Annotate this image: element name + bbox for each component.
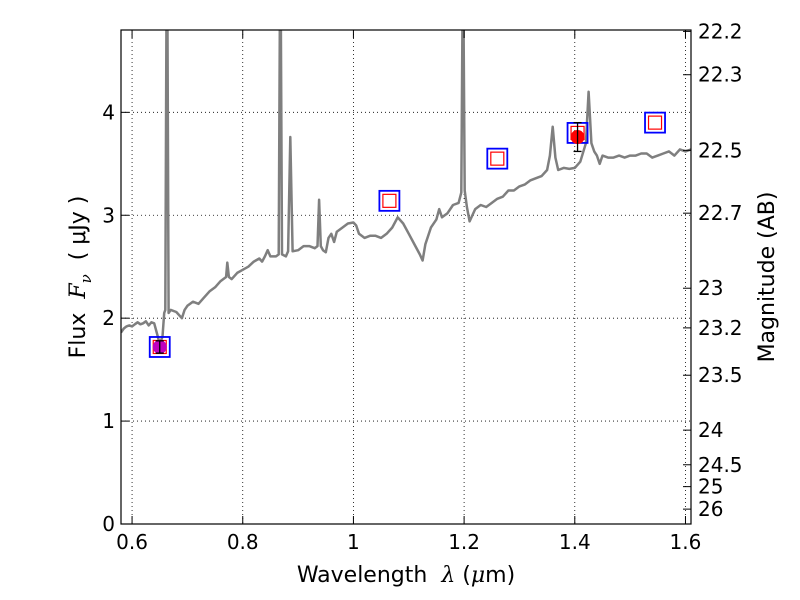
y-tick-label: 2 bbox=[102, 306, 115, 330]
y-tick-label: 4 bbox=[102, 100, 115, 124]
y2-tick-label: 22.7 bbox=[698, 201, 743, 225]
x-tick-label: 1.6 bbox=[670, 530, 702, 554]
tick-labels: 0.6 0.8 1 1.2 1.4 1.60123422.222.322.522.7232… bbox=[102, 19, 742, 554]
x-tick-label: 1.4 bbox=[559, 530, 591, 554]
model-photometry-inner-marker bbox=[647, 115, 663, 130]
y-tick-label: 0 bbox=[102, 512, 115, 536]
x-tick-label: 0.8 bbox=[227, 530, 259, 554]
axes bbox=[120, 29, 692, 525]
x-axis-title: Wavelength λ (μm) bbox=[297, 563, 515, 588]
spectrum-line bbox=[121, 30, 691, 346]
y2-tick-label: 22.3 bbox=[698, 63, 743, 87]
grid bbox=[121, 30, 691, 525]
y2-tick-label: 23.5 bbox=[698, 363, 743, 387]
x-tick-label: 1 bbox=[347, 530, 360, 554]
y2-tick-label: 24 bbox=[698, 418, 723, 442]
y2-tick-label: 26 bbox=[698, 497, 723, 521]
y2-tick-label: 22.5 bbox=[698, 138, 743, 162]
x-tick-label: 1.2 bbox=[448, 530, 480, 554]
model-photometry-marker bbox=[148, 336, 171, 358]
model-photometry-marker bbox=[378, 189, 401, 212]
model-photometry-inner-marker bbox=[490, 151, 505, 166]
y2-tick-label: 24.5 bbox=[698, 453, 743, 477]
model-photometry-marker bbox=[644, 111, 666, 134]
plot-area bbox=[121, 30, 691, 358]
model-photometry-marker bbox=[486, 147, 509, 170]
y2-tick-label: 23 bbox=[698, 276, 723, 300]
y-tick-label: 3 bbox=[102, 203, 115, 227]
y-tick-label: 1 bbox=[102, 409, 115, 433]
model-photometry-inner-marker bbox=[382, 193, 397, 208]
y2-tick-label: 25 bbox=[698, 475, 723, 499]
y2-axis-title: Magnitude (AB) bbox=[755, 192, 780, 363]
y2-tick-label: 23.2 bbox=[698, 316, 743, 340]
y2-tick-label: 22.2 bbox=[698, 19, 743, 43]
y-axis-title: Flux Fν ( μJy ) bbox=[66, 196, 95, 359]
plot-frame bbox=[120, 29, 692, 525]
x-tick-label: 0.6 bbox=[116, 530, 148, 554]
